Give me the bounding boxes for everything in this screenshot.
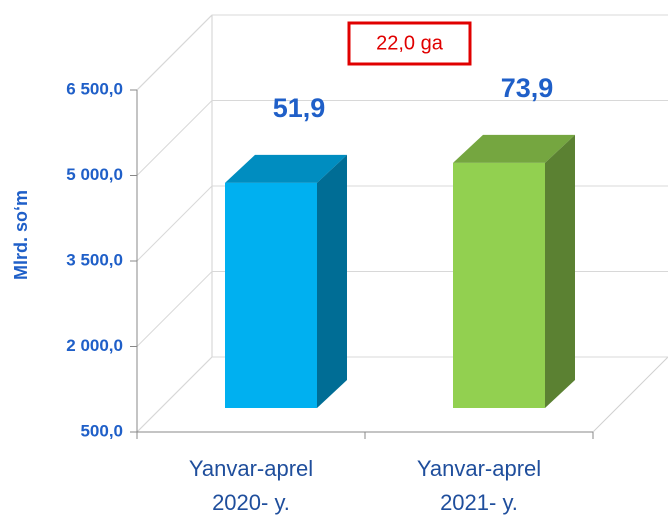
grid-line-side (136, 14, 213, 91)
bar-annotation: 51,9 (273, 93, 326, 123)
y-tick-label: 6 500,0 (66, 79, 123, 98)
y-tick-label: 5 000,0 (66, 165, 123, 184)
x-tick-label: Yanvar-aprel 2020- y. (188, 456, 314, 515)
annotation: 22,0 ga (376, 32, 444, 54)
bar-top (225, 154, 347, 183)
bar-side (317, 154, 347, 408)
grid-line-side (136, 100, 213, 176)
bar (225, 182, 317, 408)
grid-line-side (136, 356, 213, 433)
annotation-box (347, 21, 472, 66)
bar (453, 162, 545, 408)
x-tick-label: Yanvar-aprel 2021- y. (416, 456, 542, 515)
grid-line-side (136, 185, 213, 262)
y-axis-title: Mlrd. so‘m (11, 190, 31, 280)
bar-top (453, 134, 575, 163)
bar-annotation: 73,9 (501, 73, 554, 103)
bar-side (545, 134, 575, 408)
grid-line-side (136, 271, 213, 347)
y-tick-label: 500,0 (80, 421, 123, 440)
floor (135, 356, 668, 433)
y-tick-label: 2 000,0 (66, 336, 123, 355)
y-tick-label: 3 500,0 (66, 250, 123, 269)
